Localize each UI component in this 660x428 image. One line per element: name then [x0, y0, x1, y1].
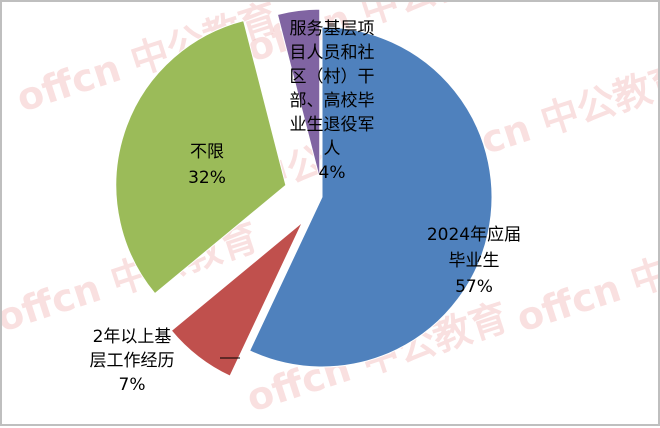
slice-percent-label: 7% [119, 375, 146, 395]
watermark-text: offcn 中公教育 [511, 215, 658, 341]
pie-slices [115, 8, 493, 377]
pie-slice [276, 8, 321, 180]
slice-percent-label: 57% [455, 277, 493, 297]
pie-slice [170, 221, 303, 377]
slice-category-label: 2年以上基 [93, 327, 172, 347]
slice-category-label: 服务基层项 [290, 19, 375, 39]
slice-percent-label: 4% [319, 163, 346, 183]
slice-category-label: 2024年应届 [427, 225, 521, 245]
slice-category-label: 业生退役军 [290, 115, 375, 135]
slice-category-label: 不限 [190, 142, 224, 162]
slice-category-label: 区（村）干 [290, 67, 375, 87]
slice-percent-label: 32% [188, 168, 226, 188]
slice-category-label: 毕业生 [449, 251, 500, 271]
pie-slice [248, 26, 493, 368]
slice-category-label: 人 [324, 139, 341, 159]
slice-category-label: 层工作经历 [90, 351, 175, 371]
slice-category-label: 部、高校毕 [290, 91, 375, 111]
pie-slice [115, 19, 287, 295]
slice-category-label: 目人员和社 [290, 43, 375, 63]
